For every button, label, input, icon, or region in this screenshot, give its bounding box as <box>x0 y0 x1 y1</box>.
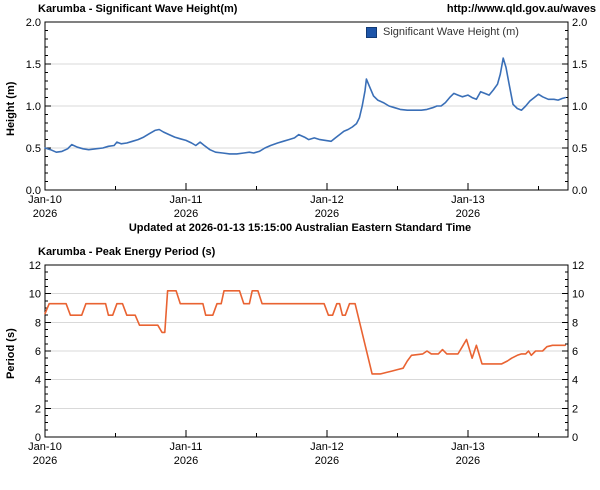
y-tick-label: 1.5 <box>26 59 41 71</box>
y-tick-label: 2.0 <box>572 17 587 29</box>
y-tick-label: 10 <box>572 289 584 301</box>
wave-height-plot: 0.0 0.0 0.5 0.5 1.0 1.0 1.5 1.5 2.0 2.0 Jan-10 2026… <box>26 17 588 220</box>
period-axis-title: Period (s) <box>5 328 17 379</box>
y-tick-label: 0 <box>572 432 578 444</box>
x-tick-label: Jan-11 <box>170 441 203 453</box>
x-tick-label: Jan-12 <box>310 441 344 453</box>
x-tick-label: Jan-10 <box>28 441 62 453</box>
x-tick-year-label: 2026 <box>33 455 57 467</box>
y-tick-label: 1.0 <box>572 101 587 113</box>
wave-height-chart: 0.0 0.0 0.5 0.5 1.0 1.0 1.5 1.5 2.0 2.0 Jan-10 2026… <box>0 0 600 235</box>
y-tick-label: 1.5 <box>572 59 587 71</box>
x-tick-year-label: 2026 <box>174 208 198 220</box>
x-tick-label: Jan-12 <box>310 194 344 206</box>
x-tick-label: Jan-10 <box>28 194 62 206</box>
y-tick-label: 0.5 <box>26 143 41 155</box>
x-tick-year-label: 2026 <box>456 208 480 220</box>
y-tick-label: 0.5 <box>572 143 587 155</box>
series-line <box>44 289 567 375</box>
peak-period-chart: 0 0 2 2 4 4 6 6 8 8 10 10 12 12 Jan-10 2026 Jan-11 2026 Ja… <box>0 240 600 490</box>
y-tick-label: 2 <box>572 403 578 415</box>
x-tick-year-label: 2026 <box>456 455 480 467</box>
y-tick-label: 0 <box>35 432 41 444</box>
y-tick-label: 10 <box>29 289 41 301</box>
y-tick-label: 2 <box>35 403 41 415</box>
height-axis-title: Height (m) <box>5 81 17 136</box>
x-tick-label: Jan-13 <box>451 441 485 453</box>
updated-timestamp: Updated at 2026-01-13 15:15:00 Australia… <box>128 222 472 234</box>
y-tick-label: 0.0 <box>26 185 41 197</box>
legend-swatch <box>366 26 377 38</box>
legend-label: Significant Wave Height (m) <box>383 26 519 38</box>
y-tick-label: 8 <box>35 317 41 329</box>
x-tick-label: Jan-11 <box>170 194 203 206</box>
y-tick-label: 6 <box>572 346 578 358</box>
y-tick-label: 4 <box>572 375 578 387</box>
y-tick-label: 8 <box>572 317 578 329</box>
y-tick-label: 4 <box>35 375 41 387</box>
y-tick-label: 1.0 <box>26 101 41 113</box>
peak-period-chart-title: Karumba - Peak Energy Period (s) <box>38 246 216 258</box>
peak-period-plot: 0 0 2 2 4 4 6 6 8 8 10 10 12 12 Jan-10 2026 Jan-11 2026 Ja… <box>28 260 584 467</box>
wave-height-chart-title: Karumba - Significant Wave Height(m) <box>38 3 238 15</box>
series-line <box>44 57 567 155</box>
y-tick-label: 0.0 <box>572 185 587 197</box>
x-tick-year-label: 2026 <box>174 455 198 467</box>
y-tick-label: 2.0 <box>26 17 41 29</box>
y-tick-label: 12 <box>572 260 584 272</box>
x-tick-year-label: 2026 <box>33 208 57 220</box>
x-tick-label: Jan-13 <box>451 194 485 206</box>
y-tick-label: 6 <box>35 346 41 358</box>
wave-height-legend: Significant Wave Height (m) <box>366 26 519 38</box>
y-tick-label: 12 <box>29 260 41 272</box>
waves-site-url: http://www.qld.gov.au/waves <box>446 3 596 15</box>
x-tick-year-label: 2026 <box>315 208 339 220</box>
x-tick-year-label: 2026 <box>315 455 339 467</box>
